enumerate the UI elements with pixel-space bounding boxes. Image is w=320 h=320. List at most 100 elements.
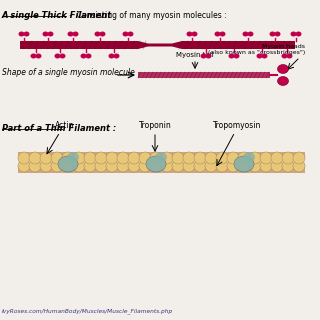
- Ellipse shape: [18, 152, 30, 164]
- Ellipse shape: [23, 31, 29, 36]
- Ellipse shape: [291, 31, 297, 36]
- Ellipse shape: [257, 53, 262, 59]
- Ellipse shape: [150, 160, 162, 172]
- Text: Tropomyosin: Tropomyosin: [213, 121, 261, 130]
- Ellipse shape: [277, 65, 289, 74]
- Ellipse shape: [216, 152, 228, 164]
- Ellipse shape: [293, 152, 305, 164]
- Ellipse shape: [183, 160, 195, 172]
- Ellipse shape: [228, 53, 235, 59]
- Text: Troponin: Troponin: [139, 121, 172, 130]
- Text: IvyRoses.com/HumanBody/Muscles/Muscle_Filaments.php: IvyRoses.com/HumanBody/Muscles/Muscle_Fi…: [2, 308, 173, 314]
- Ellipse shape: [85, 53, 92, 59]
- Text: -  Consisting of many myosin molecules :: - Consisting of many myosin molecules :: [67, 11, 227, 20]
- Ellipse shape: [127, 31, 133, 36]
- Ellipse shape: [275, 31, 281, 36]
- Ellipse shape: [139, 160, 151, 172]
- Ellipse shape: [106, 160, 118, 172]
- Ellipse shape: [68, 31, 74, 36]
- Ellipse shape: [249, 160, 261, 172]
- Ellipse shape: [227, 160, 239, 172]
- Ellipse shape: [58, 156, 78, 172]
- Ellipse shape: [84, 152, 96, 164]
- Ellipse shape: [150, 152, 162, 164]
- Ellipse shape: [73, 31, 78, 36]
- Ellipse shape: [155, 152, 167, 162]
- Ellipse shape: [60, 53, 66, 59]
- Ellipse shape: [51, 160, 63, 172]
- Ellipse shape: [260, 152, 272, 164]
- Ellipse shape: [161, 160, 173, 172]
- Ellipse shape: [293, 160, 305, 172]
- Ellipse shape: [40, 152, 52, 164]
- Ellipse shape: [234, 156, 254, 172]
- Polygon shape: [20, 41, 295, 49]
- Ellipse shape: [100, 31, 106, 36]
- Ellipse shape: [183, 152, 195, 164]
- Ellipse shape: [172, 160, 184, 172]
- Ellipse shape: [108, 53, 115, 59]
- Ellipse shape: [73, 160, 85, 172]
- Ellipse shape: [201, 53, 206, 59]
- Ellipse shape: [84, 160, 96, 172]
- Polygon shape: [18, 151, 305, 158]
- Ellipse shape: [95, 160, 107, 172]
- Ellipse shape: [36, 53, 42, 59]
- Ellipse shape: [128, 152, 140, 164]
- Ellipse shape: [123, 31, 129, 36]
- Text: Myosin heads
(also known as "crossbridges"): Myosin heads (also known as "crossbridge…: [208, 44, 305, 55]
- Ellipse shape: [220, 31, 226, 36]
- Ellipse shape: [54, 53, 60, 59]
- Ellipse shape: [117, 160, 129, 172]
- Text: A single Thick Filament: A single Thick Filament: [2, 11, 112, 20]
- Ellipse shape: [247, 31, 253, 36]
- Text: Shape of a single myosin molecule: Shape of a single myosin molecule: [2, 68, 135, 77]
- Ellipse shape: [191, 31, 197, 36]
- Ellipse shape: [62, 160, 74, 172]
- Polygon shape: [18, 165, 305, 172]
- Ellipse shape: [19, 31, 25, 36]
- Ellipse shape: [238, 152, 250, 164]
- Ellipse shape: [67, 152, 79, 162]
- Ellipse shape: [194, 160, 206, 172]
- Ellipse shape: [94, 31, 100, 36]
- Ellipse shape: [139, 152, 151, 164]
- Text: Myosin tail: Myosin tail: [176, 52, 214, 58]
- Ellipse shape: [295, 31, 301, 36]
- Ellipse shape: [271, 160, 283, 172]
- Text: Actin: Actin: [55, 121, 75, 130]
- Ellipse shape: [282, 160, 294, 172]
- Ellipse shape: [243, 152, 255, 162]
- Ellipse shape: [146, 156, 166, 172]
- Ellipse shape: [286, 53, 292, 59]
- Ellipse shape: [114, 53, 119, 59]
- Ellipse shape: [81, 53, 86, 59]
- Ellipse shape: [161, 152, 173, 164]
- Ellipse shape: [271, 152, 283, 164]
- Ellipse shape: [172, 152, 184, 164]
- Ellipse shape: [269, 31, 276, 36]
- Ellipse shape: [205, 152, 217, 164]
- Ellipse shape: [227, 152, 239, 164]
- Ellipse shape: [243, 31, 249, 36]
- Ellipse shape: [51, 152, 63, 164]
- Ellipse shape: [29, 160, 41, 172]
- Ellipse shape: [261, 53, 268, 59]
- Ellipse shape: [249, 152, 261, 164]
- Ellipse shape: [205, 160, 217, 172]
- Ellipse shape: [40, 160, 52, 172]
- Ellipse shape: [106, 152, 118, 164]
- Ellipse shape: [194, 152, 206, 164]
- Ellipse shape: [282, 53, 287, 59]
- Ellipse shape: [30, 53, 36, 59]
- Ellipse shape: [234, 53, 239, 59]
- Text: Part of a Thin Filament :: Part of a Thin Filament :: [2, 124, 116, 133]
- Ellipse shape: [29, 152, 41, 164]
- Ellipse shape: [18, 160, 30, 172]
- Ellipse shape: [205, 53, 212, 59]
- Ellipse shape: [216, 160, 228, 172]
- Ellipse shape: [117, 152, 129, 164]
- Ellipse shape: [128, 160, 140, 172]
- Ellipse shape: [73, 152, 85, 164]
- Ellipse shape: [47, 31, 53, 36]
